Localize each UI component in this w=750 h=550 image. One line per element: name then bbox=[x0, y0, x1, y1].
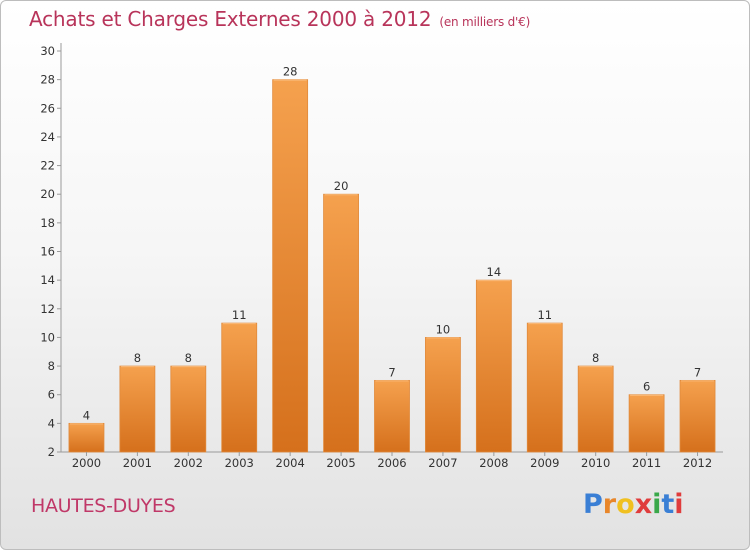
x-tick-label: 2004 bbox=[276, 456, 305, 470]
bar bbox=[374, 379, 410, 453]
y-tick-label: 6 bbox=[48, 388, 55, 402]
data-label: 6 bbox=[643, 380, 650, 394]
data-label: 10 bbox=[436, 322, 451, 336]
x-tick-label: 2005 bbox=[326, 456, 355, 470]
bar bbox=[272, 79, 309, 453]
bar bbox=[323, 193, 359, 453]
chart-title: Achats et Charges Externes 2000 à 2012 (e… bbox=[29, 7, 530, 31]
bar bbox=[68, 422, 105, 453]
x-tick-label: 2008 bbox=[479, 456, 508, 470]
x-tick-label: 2012 bbox=[683, 456, 712, 470]
x-tick-label: 2003 bbox=[225, 456, 254, 470]
logo-letter: t bbox=[661, 489, 675, 520]
data-label: 8 bbox=[134, 351, 141, 365]
y-tick-label: 4 bbox=[48, 416, 55, 430]
bar bbox=[526, 322, 563, 453]
data-label: 28 bbox=[283, 65, 298, 79]
commune-name: HAUTES-DUYES bbox=[31, 495, 176, 517]
data-label: 20 bbox=[334, 179, 349, 193]
data-label: 7 bbox=[388, 365, 395, 379]
y-tick-label: 24 bbox=[40, 130, 55, 144]
y-tick-label: 14 bbox=[40, 273, 55, 287]
logo-letter: o bbox=[616, 489, 635, 520]
y-tick-label: 18 bbox=[40, 216, 55, 230]
data-label: 11 bbox=[537, 308, 552, 322]
bar bbox=[221, 322, 258, 453]
x-tick-label: 2002 bbox=[174, 456, 203, 470]
x-tick-label: 2010 bbox=[581, 456, 610, 470]
data-label: 8 bbox=[592, 351, 599, 365]
data-label: 4 bbox=[83, 408, 90, 422]
logo-letter: i bbox=[652, 489, 662, 520]
bar bbox=[425, 337, 461, 453]
data-label: 8 bbox=[185, 351, 192, 365]
bar bbox=[628, 394, 665, 453]
y-tick-label: 2 bbox=[48, 445, 55, 459]
x-tick-label: 2007 bbox=[428, 456, 457, 470]
y-tick-label: 22 bbox=[40, 159, 55, 173]
bar bbox=[170, 365, 207, 453]
logo-letter: x bbox=[634, 489, 653, 520]
proxiti-logo: Proxiti bbox=[583, 489, 684, 520]
x-tick-label: 2000 bbox=[72, 456, 101, 470]
y-tick-label: 28 bbox=[40, 73, 55, 87]
data-label: 11 bbox=[232, 308, 247, 322]
logo-letter: P bbox=[583, 489, 603, 520]
x-tick-label: 2006 bbox=[377, 456, 406, 470]
title-text: Achats et Charges Externes 2000 à 2012 bbox=[29, 7, 432, 31]
logo-letter: r bbox=[602, 489, 617, 520]
logo-letter: i bbox=[674, 489, 684, 520]
x-tick-label: 2011 bbox=[632, 456, 661, 470]
bar bbox=[679, 379, 716, 453]
y-tick-label: 20 bbox=[40, 187, 55, 201]
y-tick-label: 30 bbox=[40, 44, 55, 58]
y-tick-label: 10 bbox=[40, 330, 55, 344]
y-tick-label: 26 bbox=[40, 101, 55, 115]
data-label: 14 bbox=[487, 265, 502, 279]
bar bbox=[119, 365, 156, 453]
data-label: 7 bbox=[694, 365, 701, 379]
y-tick-label: 8 bbox=[48, 359, 55, 373]
title-unit: (en milliers d'€) bbox=[439, 15, 531, 29]
y-tick-label: 16 bbox=[40, 245, 55, 259]
y-tick-label: 12 bbox=[40, 302, 55, 316]
x-tick-label: 2009 bbox=[530, 456, 559, 470]
bar bbox=[577, 365, 614, 453]
bar bbox=[475, 279, 512, 453]
x-tick-label: 2001 bbox=[123, 456, 152, 470]
